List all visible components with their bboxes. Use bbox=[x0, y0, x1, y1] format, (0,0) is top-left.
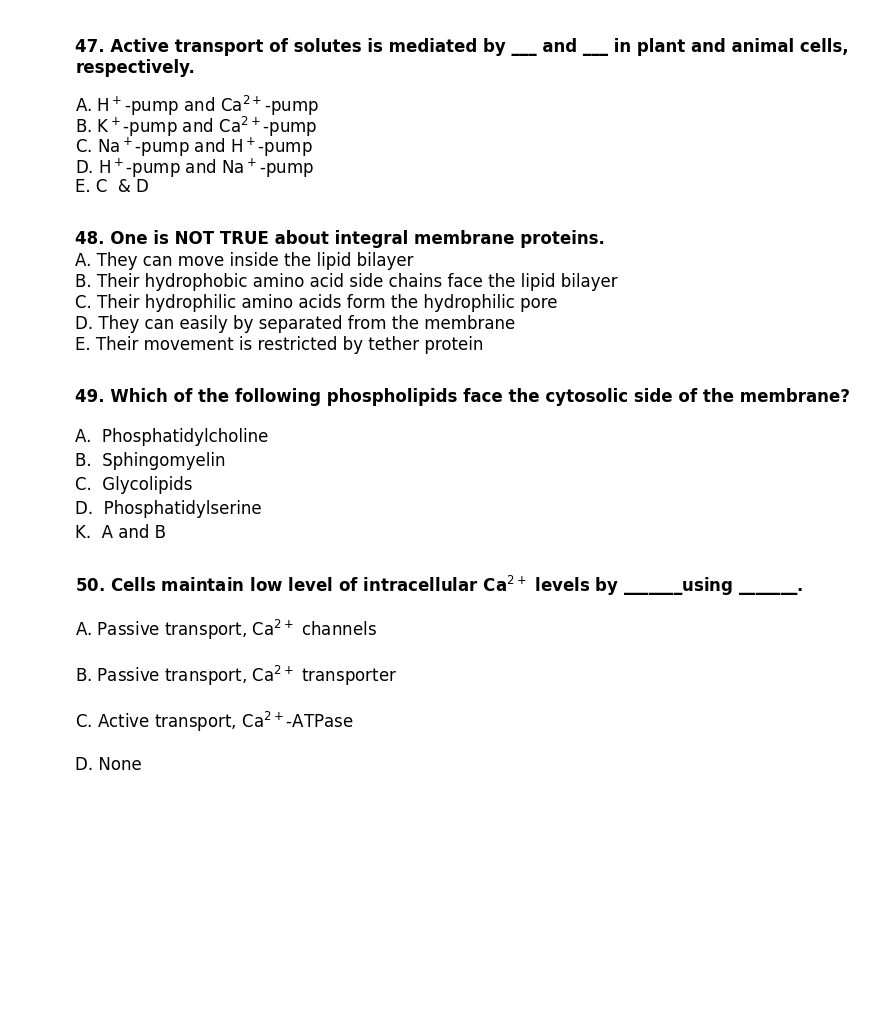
Text: B. K$^+$-pump and Ca$^{2+}$-pump: B. K$^+$-pump and Ca$^{2+}$-pump bbox=[75, 115, 318, 139]
Text: E. C  & D: E. C & D bbox=[75, 178, 149, 196]
Text: 48. One is NOT TRUE about integral membrane proteins.: 48. One is NOT TRUE about integral membr… bbox=[75, 230, 605, 248]
Text: K.  A and B: K. A and B bbox=[75, 524, 167, 542]
Text: D. H$^+$-pump and Na$^+$-pump: D. H$^+$-pump and Na$^+$-pump bbox=[75, 157, 315, 180]
Text: D. They can easily by separated from the membrane: D. They can easily by separated from the… bbox=[75, 315, 516, 333]
Text: C. Na$^+$-pump and H$^+$-pump: C. Na$^+$-pump and H$^+$-pump bbox=[75, 136, 313, 160]
Text: 50. Cells maintain low level of intracellular Ca$^{2+}$ levels by _______using _: 50. Cells maintain low level of intracel… bbox=[75, 574, 804, 598]
Text: D. None: D. None bbox=[75, 756, 142, 774]
Text: 47. Active transport of solutes is mediated by ___ and ___ in plant and animal c: 47. Active transport of solutes is media… bbox=[75, 38, 849, 77]
Text: C. Active transport, Ca$^{2+}$-ATPase: C. Active transport, Ca$^{2+}$-ATPase bbox=[75, 710, 354, 735]
Text: B.  Sphingomyelin: B. Sphingomyelin bbox=[75, 452, 226, 470]
Text: 49. Which of the following phospholipids face the cytosolic side of the membrane: 49. Which of the following phospholipids… bbox=[75, 388, 851, 406]
Text: A. H$^+$-pump and Ca$^{2+}$-pump: A. H$^+$-pump and Ca$^{2+}$-pump bbox=[75, 94, 320, 118]
Text: A. They can move inside the lipid bilayer: A. They can move inside the lipid bilaye… bbox=[75, 252, 414, 270]
Text: E. Their movement is restricted by tether protein: E. Their movement is restricted by tethe… bbox=[75, 336, 484, 354]
Text: B. Their hydrophobic amino acid side chains face the lipid bilayer: B. Their hydrophobic amino acid side cha… bbox=[75, 273, 618, 291]
Text: D.  Phosphatidylserine: D. Phosphatidylserine bbox=[75, 500, 262, 518]
Text: A. Passive transport, Ca$^{2+}$ channels: A. Passive transport, Ca$^{2+}$ channels bbox=[75, 618, 377, 642]
Text: C. Their hydrophilic amino acids form the hydrophilic pore: C. Their hydrophilic amino acids form th… bbox=[75, 294, 558, 312]
Text: A.  Phosphatidylcholine: A. Phosphatidylcholine bbox=[75, 428, 268, 446]
Text: C.  Glycolipids: C. Glycolipids bbox=[75, 477, 193, 494]
Text: B. Passive transport, Ca$^{2+}$ transporter: B. Passive transport, Ca$^{2+}$ transpor… bbox=[75, 664, 398, 688]
